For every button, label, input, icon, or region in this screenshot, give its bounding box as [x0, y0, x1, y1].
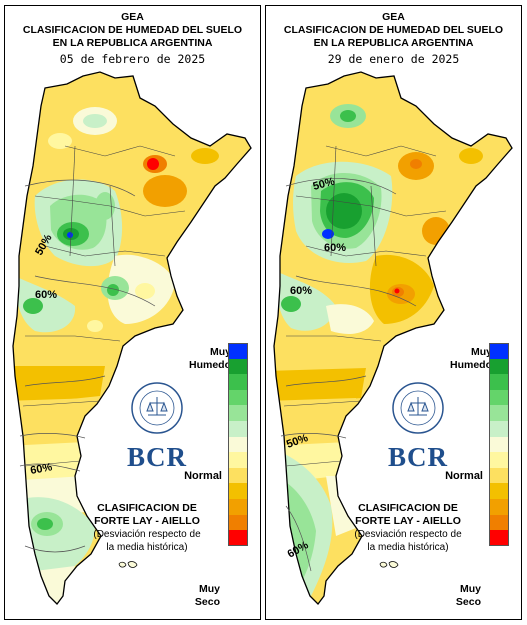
legend-label-normal: Normal: [184, 470, 222, 482]
legend-swatch: [489, 498, 509, 515]
legend-label-muy-seco: Muy Seco: [194, 583, 220, 608]
method-title: CLASIFICACION DE FORTE LAY - AIELLO: [355, 502, 461, 527]
legend-swatch: [228, 530, 248, 546]
contour-label: 60%: [324, 242, 346, 254]
bcr-seal-logo: [392, 382, 444, 434]
legend-swatch: [228, 452, 248, 468]
legend-swatch: [228, 389, 248, 406]
legend-swatch: [228, 420, 248, 437]
map-panel-jan-29: GEA CLASIFICACION DE HUMEDAD DEL SUELO E…: [265, 5, 522, 620]
legend-swatch: [228, 374, 248, 390]
legend-swatch: [228, 436, 248, 453]
legend-label-muy-humedo: Muy Humedo: [189, 346, 231, 371]
panel-title-line2: CLASIFICACION DE HUMEDAD DEL SUELO: [22, 24, 243, 36]
legend-swatch: [228, 405, 248, 421]
legend-swatch: [489, 436, 509, 453]
legend-swatch: [489, 483, 509, 499]
legend-swatch: [489, 467, 509, 484]
legend-swatch: [228, 498, 248, 515]
legend-swatch: [489, 405, 509, 421]
legend-swatch: [228, 483, 248, 499]
legend-swatch: [489, 530, 509, 546]
argentina-soil-moisture-map: 50% 60% 60% 50% 60%: [273, 71, 513, 605]
method-title: CLASIFICACION DE FORTE LAY - AIELLO: [94, 502, 200, 527]
malvinas-islands: [379, 561, 399, 568]
panel-title-line2: CLASIFICACION DE HUMEDAD DEL SUELO: [283, 24, 504, 36]
legend-swatch: [228, 514, 248, 531]
method-note: (Desviación respecto de la media históric…: [93, 529, 201, 553]
argentina-soil-moisture-map: 50% 60% 60%: [12, 71, 252, 605]
contour-label: 60%: [29, 461, 53, 477]
legend-swatch: [228, 358, 248, 375]
legend-swatch: [489, 358, 509, 375]
map-panel-feb-05: GEA CLASIFICACION DE HUMEDAD DEL SUELO E…: [4, 5, 261, 620]
contour-label: 50%: [312, 176, 337, 193]
bcr-logo-text: BCR: [127, 442, 188, 472]
color-legend: [489, 343, 509, 546]
panel-date: 05 de febrero de 2025: [59, 52, 206, 66]
legend-label-muy-seco: Muy Seco: [455, 583, 481, 608]
malvinas-islands: [118, 561, 138, 568]
legend-swatch: [489, 343, 509, 359]
color-legend: [228, 343, 248, 546]
legend-label-muy-humedo: Muy Humedo: [450, 346, 492, 371]
legend-swatch: [489, 389, 509, 406]
legend-swatch: [228, 467, 248, 484]
legend-label-normal: Normal: [445, 470, 483, 482]
panel-title-line3: EN LA REPUBLICA ARGENTINA: [52, 37, 213, 49]
method-note: (Desviación respecto de la media históric…: [354, 529, 462, 553]
contour-label: 60%: [290, 285, 312, 297]
legend-swatch: [489, 452, 509, 468]
legend-swatch: [489, 514, 509, 531]
bcr-logo-text: BCR: [388, 442, 449, 472]
legend-swatch: [489, 420, 509, 437]
legend-swatch: [489, 374, 509, 390]
legend-swatch: [228, 343, 248, 359]
panel-title-line3: EN LA REPUBLICA ARGENTINA: [313, 37, 474, 49]
bcr-seal-logo: [131, 382, 183, 434]
contour-label: 60%: [35, 289, 57, 301]
panel-title-gea: GEA: [121, 11, 144, 23]
panel-date: 29 de enero de 2025: [327, 52, 460, 66]
panel-title-gea: GEA: [382, 11, 405, 23]
